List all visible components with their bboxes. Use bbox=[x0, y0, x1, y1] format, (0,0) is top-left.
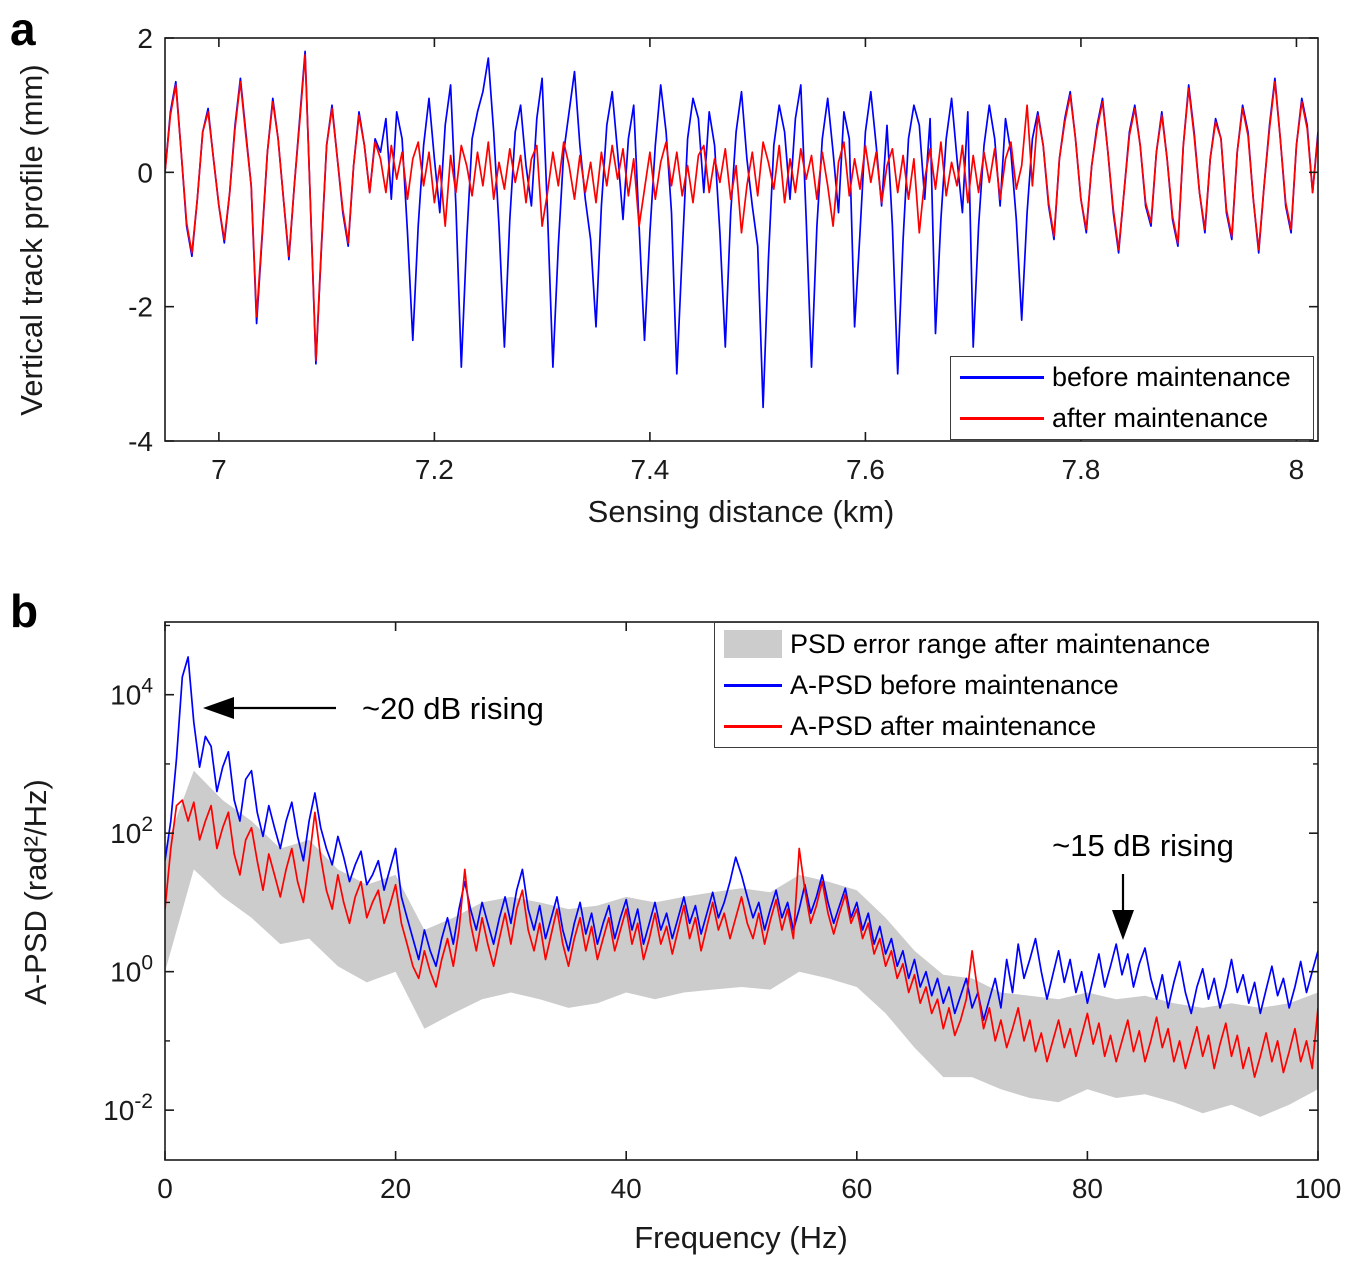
svg-text:7.6: 7.6 bbox=[846, 454, 885, 485]
svg-text:2: 2 bbox=[137, 23, 153, 54]
svg-text:40: 40 bbox=[611, 1173, 642, 1204]
svg-text:0: 0 bbox=[157, 1173, 173, 1204]
legend-item-psd-error-range: PSD error range after maintenance bbox=[715, 624, 1317, 665]
svg-text:102: 102 bbox=[110, 813, 153, 849]
blue-line-swatch bbox=[960, 376, 1044, 379]
svg-text:-4: -4 bbox=[128, 426, 153, 457]
svg-text:~20 dB rising: ~20 dB rising bbox=[362, 691, 544, 726]
legend-item-after-maintenance: after maintenance bbox=[951, 398, 1313, 439]
svg-text:104: 104 bbox=[110, 675, 153, 711]
legend-label: A-PSD after maintenance bbox=[790, 710, 1097, 741]
legend-label: A-PSD before maintenance bbox=[790, 669, 1119, 700]
svg-text:100: 100 bbox=[1295, 1173, 1342, 1204]
svg-text:7.8: 7.8 bbox=[1061, 454, 1100, 485]
panel-a-x-axis-label: Sensing distance (km) bbox=[587, 494, 895, 529]
svg-text:100: 100 bbox=[110, 952, 153, 988]
panel-b-x-axis-label: Frequency (Hz) bbox=[634, 1220, 848, 1255]
legend-label: before maintenance bbox=[1052, 362, 1291, 392]
svg-text:7: 7 bbox=[211, 454, 227, 485]
legend-item-apsd-after: A-PSD after maintenance bbox=[715, 706, 1317, 747]
svg-text:20: 20 bbox=[380, 1173, 411, 1204]
red-line-swatch bbox=[724, 724, 782, 728]
svg-text:7.4: 7.4 bbox=[630, 454, 669, 485]
svg-text:10-2: 10-2 bbox=[103, 1090, 153, 1126]
panel-b-y-axis-label: A-PSD (rad²/Hz) bbox=[18, 779, 53, 1005]
blue-line-swatch bbox=[724, 683, 782, 687]
panel-a-legend: before maintenance after maintenance bbox=[950, 356, 1314, 440]
svg-text:8: 8 bbox=[1289, 454, 1305, 485]
legend-label: after maintenance bbox=[1052, 403, 1269, 433]
svg-text:7.2: 7.2 bbox=[415, 454, 454, 485]
svg-text:60: 60 bbox=[841, 1173, 872, 1204]
gray-band-swatch bbox=[724, 630, 782, 658]
panel-a-y-axis-label: Vertical track profile (mm) bbox=[14, 64, 49, 416]
svg-text:0: 0 bbox=[137, 157, 153, 188]
legend-item-before-maintenance: before maintenance bbox=[951, 357, 1313, 398]
legend-item-apsd-before: A-PSD before maintenance bbox=[715, 665, 1317, 706]
svg-text:~15 dB rising: ~15 dB rising bbox=[1052, 828, 1234, 863]
panel-a-label: a bbox=[10, 3, 36, 55]
svg-text:-2: -2 bbox=[128, 292, 153, 323]
legend-label: PSD error range after maintenance bbox=[790, 628, 1211, 659]
red-line-swatch bbox=[960, 417, 1044, 420]
svg-text:80: 80 bbox=[1072, 1173, 1103, 1204]
panel-b-legend: PSD error range after maintenance A-PSD … bbox=[714, 622, 1318, 748]
panel-b-label: b bbox=[10, 585, 39, 637]
